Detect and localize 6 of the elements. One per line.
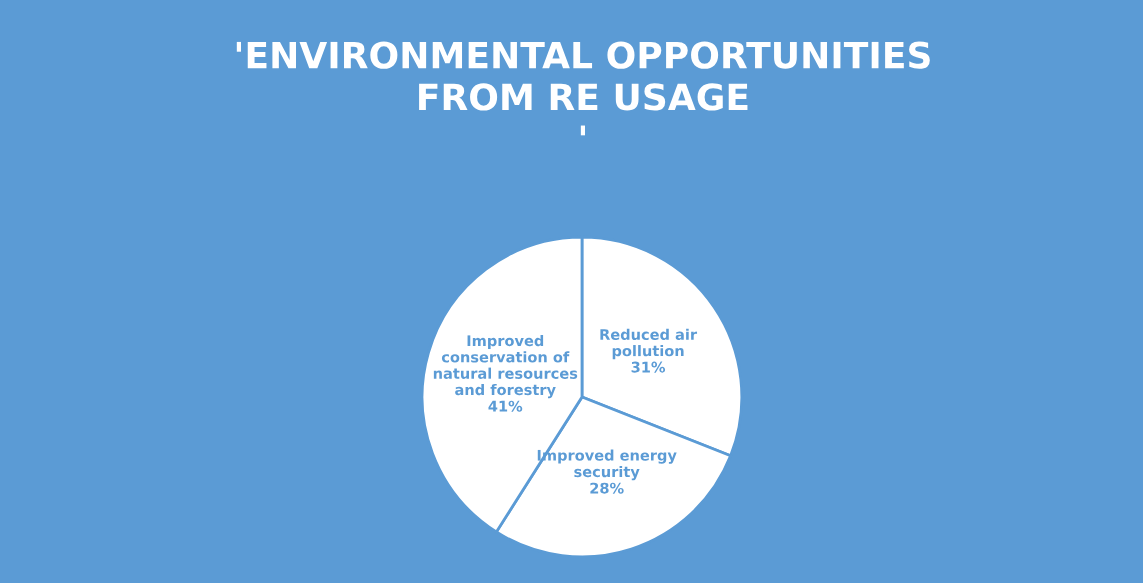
chart-title: 'ENVIRONMENTAL OPPORTUNITIES FROM RE USAGE ' [236, 41, 930, 136]
slice-label: Improved conservation of natural resources and forestry [433, 334, 578, 399]
data-label: 31% [631, 361, 666, 373]
data-label: 41% [488, 400, 523, 412]
slice-label: Reduced air pollution [600, 328, 698, 360]
data-label: 28% [590, 482, 624, 494]
